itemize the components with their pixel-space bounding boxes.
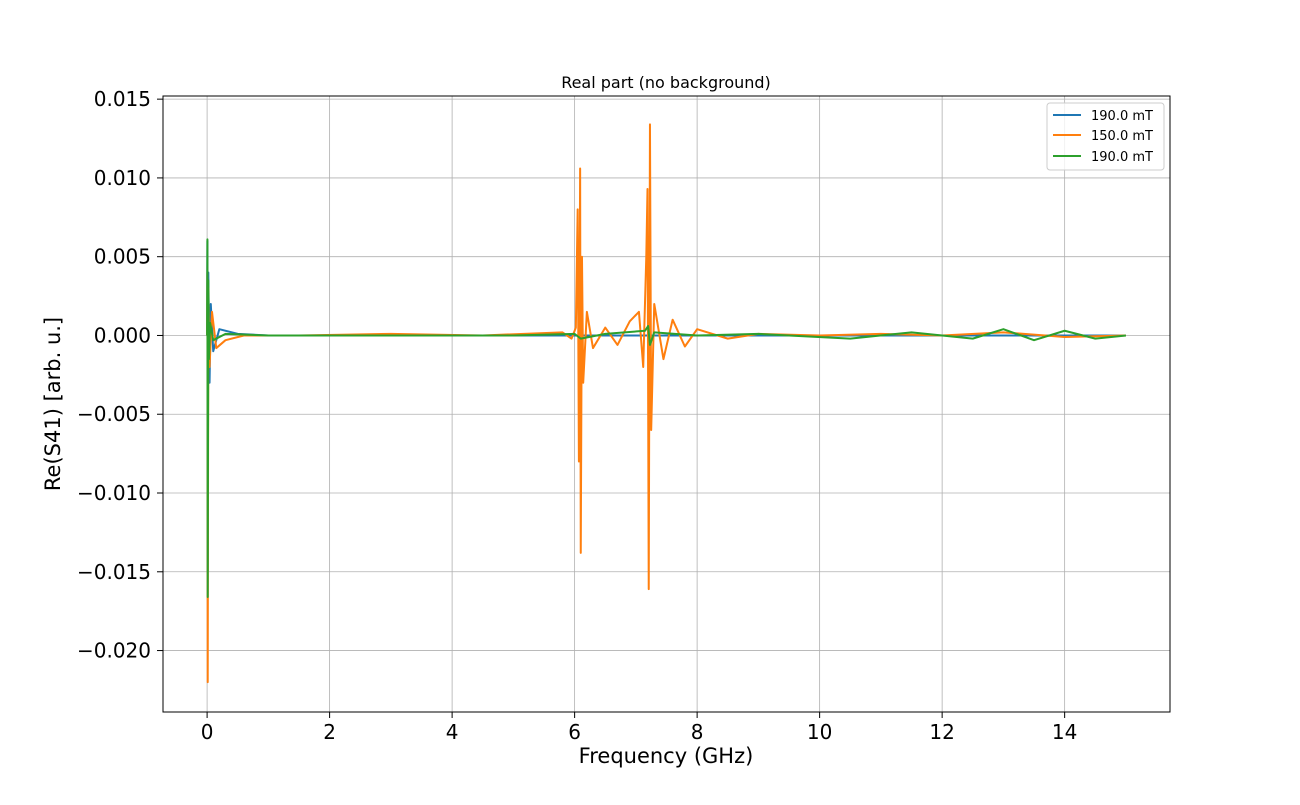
x-tick-label: 14: [1052, 720, 1077, 744]
x-tick-label: 12: [929, 720, 954, 744]
y-tick-label: −0.015: [77, 560, 151, 584]
x-tick-label: 4: [446, 720, 459, 744]
axes-frame: [162, 95, 1171, 713]
x-tick-label: 8: [691, 720, 704, 744]
y-tick-label: 0.000: [94, 323, 151, 347]
x-tick-label: 2: [323, 720, 336, 744]
legend-label-1: 190.0 mT: [1091, 109, 1153, 124]
y-tick-label: 0.015: [94, 87, 151, 111]
x-tick-label: 10: [807, 720, 832, 744]
series-line-3: [206, 238, 1127, 598]
chart-title: Real part (no background): [561, 73, 771, 92]
x-tick-label: 0: [201, 720, 214, 744]
series-line-2: [206, 123, 1126, 684]
ticks: 0 2 4 6 8 10 12 14 0.015 0.010 0.005 0.000 −0.005 −0.…: [77, 87, 1077, 744]
grid: [163, 96, 1170, 712]
y-tick-label: 0.010: [94, 166, 151, 190]
y-axis-label: Re(S41) [arb. u.]: [41, 317, 65, 491]
legend-box: [1046, 102, 1165, 171]
plot-area: [163, 96, 1170, 712]
legend-label-3: 190.0 mT: [1091, 150, 1153, 165]
y-tick-label: −0.020: [77, 639, 151, 663]
y-tick-label: 0.005: [94, 245, 151, 269]
y-tick-label: −0.010: [77, 481, 151, 505]
x-axis-label: Frequency (GHz): [579, 744, 754, 768]
series-layer: [206, 123, 1127, 684]
legend-label-2: 150.0 mT: [1091, 129, 1153, 144]
legend: 190.0 mT 150.0 mT 190.0 mT: [1046, 102, 1165, 171]
y-tick-label: −0.005: [77, 402, 151, 426]
x-tick-label: 6: [568, 720, 581, 744]
